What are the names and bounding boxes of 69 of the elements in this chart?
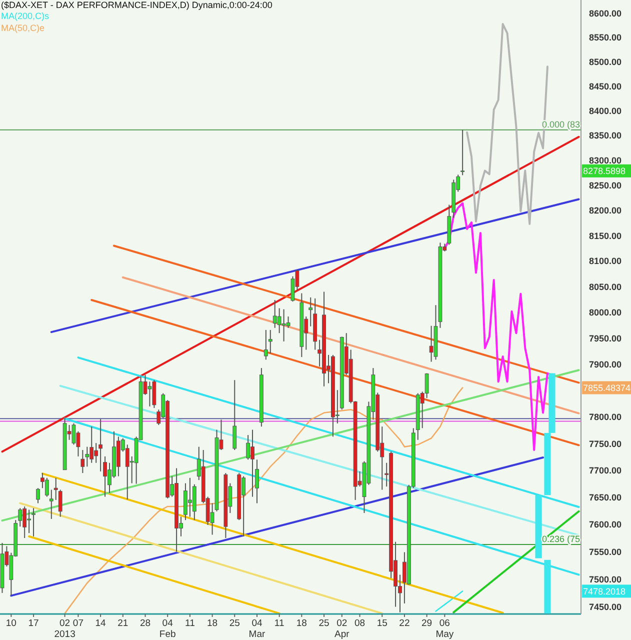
x-tick-label: 25 — [229, 618, 240, 629]
text: MA(50,C)e — [1, 22, 46, 34]
x-tick-label: 17 — [28, 618, 39, 629]
x-tick-label: 25 — [318, 618, 330, 629]
candlestick — [98, 418, 103, 472]
y-tick-label: 7800.00 — [589, 412, 622, 422]
y-tick-label: 7550.00 — [589, 546, 622, 557]
x-tick-label: 11 — [274, 618, 284, 629]
y-tick-label: 8200.00 — [589, 206, 622, 216]
candlestick — [308, 296, 313, 327]
y-tick-label: 8150.00 — [589, 230, 622, 241]
line-series — [64, 387, 464, 614]
y-tick-label: 7450.00 — [589, 602, 622, 612]
x-tick-label: 29 — [422, 618, 432, 629]
y-tick-label: 7500.00 — [589, 574, 622, 584]
y-tick-label: 7750.00 — [589, 438, 622, 449]
x-tick-label: 18 — [207, 618, 218, 629]
x-tick-label: 10 — [6, 618, 16, 629]
x-tick-label: 04 Feb — [159, 618, 176, 640]
candlestick — [85, 446, 90, 468]
price-tag: 7855.48374 — [582, 381, 631, 394]
candlestick — [232, 380, 237, 451]
x-tick-label: 02 Apr — [334, 618, 350, 640]
price-tag: 7478.2018 — [582, 584, 631, 598]
x-tick-label: 22 — [399, 618, 410, 629]
x-tick-label: 08 — [354, 618, 366, 629]
y-tick-label: 8400.00 — [589, 106, 622, 116]
candlestick — [58, 489, 62, 518]
y-tick-label: 8000.00 — [589, 308, 622, 318]
x-tick-label: 21 — [118, 618, 128, 629]
y-tick-label: 8100.00 — [589, 256, 622, 266]
candlestick — [255, 459, 259, 504]
candlestick — [44, 477, 49, 498]
y-tick-label: 8050.00 — [589, 282, 622, 292]
x-tick-label: 04 Mar — [248, 618, 266, 640]
y-tick-label: 8450.00 — [589, 81, 622, 92]
text: MA(200,C)s — [1, 11, 50, 22]
annotation: 0.000 (83 — [542, 119, 580, 130]
candlestick — [54, 477, 58, 500]
y-tick-label: 7650.00 — [589, 492, 622, 502]
y-tick-label: 7900.00 — [589, 360, 622, 370]
y-tick-label: 8550.00 — [589, 32, 622, 43]
y-tick-label: 8300.00 — [589, 155, 622, 166]
candlestick — [264, 329, 268, 360]
x-tick-label: 15 — [376, 618, 388, 629]
y-tick-label: 7600.00 — [589, 520, 622, 530]
y-tick-label: 8250.00 — [589, 180, 622, 190]
x-tick-label: 18 — [296, 618, 307, 629]
candlestick — [18, 508, 22, 528]
candlestick — [268, 329, 272, 354]
candlestick — [32, 508, 36, 537]
y-tick-label: 7700.00 — [589, 466, 622, 476]
y-tick-label: 8350.00 — [589, 130, 622, 141]
line-series — [435, 590, 464, 612]
x-tick-label: 14 — [95, 618, 106, 629]
x-tick-label: 07 — [72, 618, 84, 629]
line-series — [444, 202, 548, 452]
chart-title: ($DAX-XET - DAX PERFORMANCE-INDEX,D) Dynamic,0:00-24:00 — [1, 0, 272, 12]
y-tick-label: 8500.00 — [589, 56, 622, 67]
candlestick — [460, 129, 465, 176]
y-tick-label: 8600.00 — [589, 8, 622, 19]
x-tick-label: 28 — [140, 618, 151, 629]
x-tick-label: 06 May — [436, 618, 454, 640]
y-tick-label: 7950.00 — [589, 333, 622, 344]
x-tick-label: 11 — [185, 618, 195, 629]
candlestick — [36, 488, 40, 504]
candlestick — [49, 489, 54, 520]
price-tag: 8278.5898 — [582, 164, 631, 178]
candlestick — [80, 450, 85, 474]
